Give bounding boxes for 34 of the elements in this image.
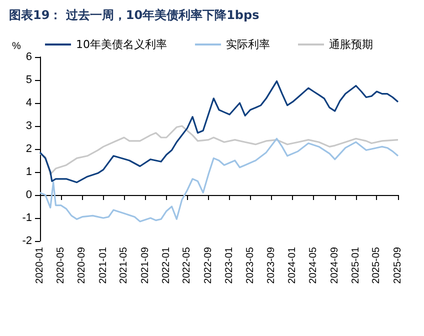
x-tick-label: 2024-05	[308, 246, 320, 284]
x-tick-label: 2025-01	[350, 246, 362, 284]
y-tick-label: -1	[22, 212, 32, 224]
x-tick-label: 2021-05	[118, 246, 130, 284]
y-tick-label: 2	[26, 143, 32, 155]
chart-title: 图表19： 过去一周，10年美债利率下降1bps	[9, 8, 260, 22]
legend-label: 10年美债名义利率	[76, 38, 167, 51]
legend-label: 实际利率	[226, 38, 270, 51]
x-tick-label: 2024-01	[287, 246, 298, 284]
x-tick-label: 2023-01	[224, 246, 236, 284]
y-tick-label: 3	[26, 120, 32, 132]
legend-label: 通胀预期	[328, 38, 373, 51]
x-tick-label: 2020-01	[34, 246, 46, 284]
x-tick-label: 2023-09	[266, 246, 278, 284]
x-tick-label: 2020-09	[76, 246, 88, 284]
x-tick-label: 2021-01	[98, 246, 109, 284]
y-tick-label: 6	[26, 51, 32, 63]
x-tick-label: 2024-09	[329, 246, 340, 284]
x-tick-label: 2025-09	[392, 246, 404, 284]
x-tick-label: 2021-09	[140, 246, 151, 284]
y-tick-label: 1	[26, 166, 32, 178]
x-tick-label: 2022-09	[202, 246, 214, 284]
x-tick-label: 2022-05	[182, 246, 193, 284]
line-series	[39, 125, 399, 176]
x-tick-label: 2022-01	[160, 246, 172, 284]
x-tick-label: 2025-05	[371, 246, 382, 284]
x-tick-label: 2020-05	[55, 246, 66, 284]
x-tick-label: 2023-05	[244, 246, 256, 284]
y-tick-label: -2	[22, 235, 32, 247]
y-tick-label: 0	[26, 189, 32, 201]
y-tick-label: 4	[26, 97, 32, 109]
y-axis-title: %	[12, 41, 21, 52]
y-tick-label: 5	[26, 74, 32, 86]
line-series	[39, 80, 399, 184]
